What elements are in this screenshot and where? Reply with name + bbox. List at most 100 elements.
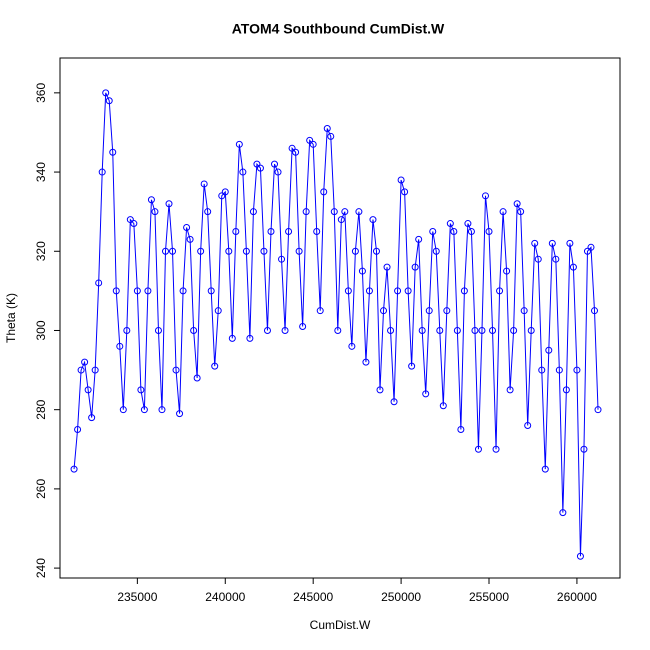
data-point — [225, 247, 233, 255]
data-point — [334, 326, 342, 334]
data-point — [344, 287, 352, 295]
data-point — [147, 196, 155, 204]
data-point — [569, 263, 577, 271]
data-point — [380, 307, 388, 315]
y-tick-label: 320 — [34, 241, 48, 261]
data-point — [594, 406, 602, 414]
y-tick-label: 240 — [34, 558, 48, 578]
y-tick-label: 360 — [34, 83, 48, 103]
data-point — [133, 287, 141, 295]
data-point — [249, 208, 257, 216]
data-point — [81, 358, 89, 366]
data-point — [496, 287, 504, 295]
x-tick-label: 240000 — [205, 590, 245, 604]
data-point — [510, 326, 518, 334]
data-point — [562, 386, 570, 394]
data-point — [471, 326, 479, 334]
data-point — [538, 366, 546, 374]
data-point — [474, 445, 482, 453]
data-point — [299, 323, 307, 331]
data-point — [320, 188, 328, 196]
data-point — [137, 386, 145, 394]
data-point — [450, 227, 458, 235]
data-point — [453, 326, 461, 334]
data-point — [580, 445, 588, 453]
data-point — [123, 326, 131, 334]
data-point — [513, 200, 521, 208]
data-point — [84, 386, 92, 394]
data-point — [545, 346, 553, 354]
data-point — [415, 235, 423, 243]
data-point — [411, 263, 419, 271]
data-point — [161, 247, 169, 255]
data-point — [256, 164, 264, 172]
data-point — [281, 326, 289, 334]
data-point — [492, 445, 500, 453]
data-point — [432, 247, 440, 255]
data-point — [239, 168, 247, 176]
data-point — [207, 287, 215, 295]
data-point — [464, 220, 472, 228]
data-point — [260, 247, 268, 255]
data-point — [179, 287, 187, 295]
data-point — [362, 358, 370, 366]
data-point — [439, 402, 447, 410]
data-point — [116, 342, 124, 350]
data-point — [587, 243, 595, 251]
data-point — [408, 362, 416, 370]
data-point — [313, 227, 321, 235]
data-point — [443, 307, 451, 315]
data-point — [172, 366, 180, 374]
data-point — [576, 552, 584, 560]
data-point — [158, 406, 166, 414]
data-point — [591, 307, 599, 315]
data-point — [397, 176, 405, 184]
data-point — [193, 374, 201, 382]
data-point — [197, 247, 205, 255]
data-point — [401, 188, 409, 196]
data-point — [109, 148, 117, 156]
data-point — [95, 279, 103, 287]
data-point — [348, 342, 356, 350]
data-point — [358, 267, 366, 275]
data-point — [285, 227, 293, 235]
data-point — [548, 239, 556, 247]
data-point — [503, 267, 511, 275]
data-point — [383, 263, 391, 271]
data-point — [489, 326, 497, 334]
data-point — [330, 208, 338, 216]
data-point — [552, 255, 560, 263]
x-tick-label: 255000 — [469, 590, 509, 604]
data-point — [485, 227, 493, 235]
x-tick-label: 235000 — [117, 590, 157, 604]
chart-title: ATOM4 Southbound CumDist.W — [232, 21, 445, 37]
data-point — [309, 140, 317, 148]
data-point — [323, 124, 331, 132]
data-point — [98, 168, 106, 176]
data-point — [429, 227, 437, 235]
data-point — [478, 326, 486, 334]
data-point — [228, 334, 236, 342]
data-point — [446, 220, 454, 228]
data-point — [302, 208, 310, 216]
data-point — [130, 220, 138, 228]
data-point — [506, 386, 514, 394]
data-point — [91, 366, 99, 374]
data-point — [337, 216, 345, 224]
data-point — [481, 192, 489, 200]
data-point — [436, 326, 444, 334]
data-point — [169, 247, 177, 255]
data-point — [355, 208, 363, 216]
data-point — [365, 287, 373, 295]
y-tick-label: 300 — [34, 320, 48, 340]
data-point — [235, 140, 243, 148]
data-point — [165, 200, 173, 208]
data-point — [387, 326, 395, 334]
data-point — [457, 425, 465, 433]
data-point — [425, 307, 433, 315]
data-point — [327, 132, 335, 140]
data-point — [531, 239, 539, 247]
data-point — [316, 307, 324, 315]
data-point — [376, 386, 384, 394]
data-point — [144, 287, 152, 295]
